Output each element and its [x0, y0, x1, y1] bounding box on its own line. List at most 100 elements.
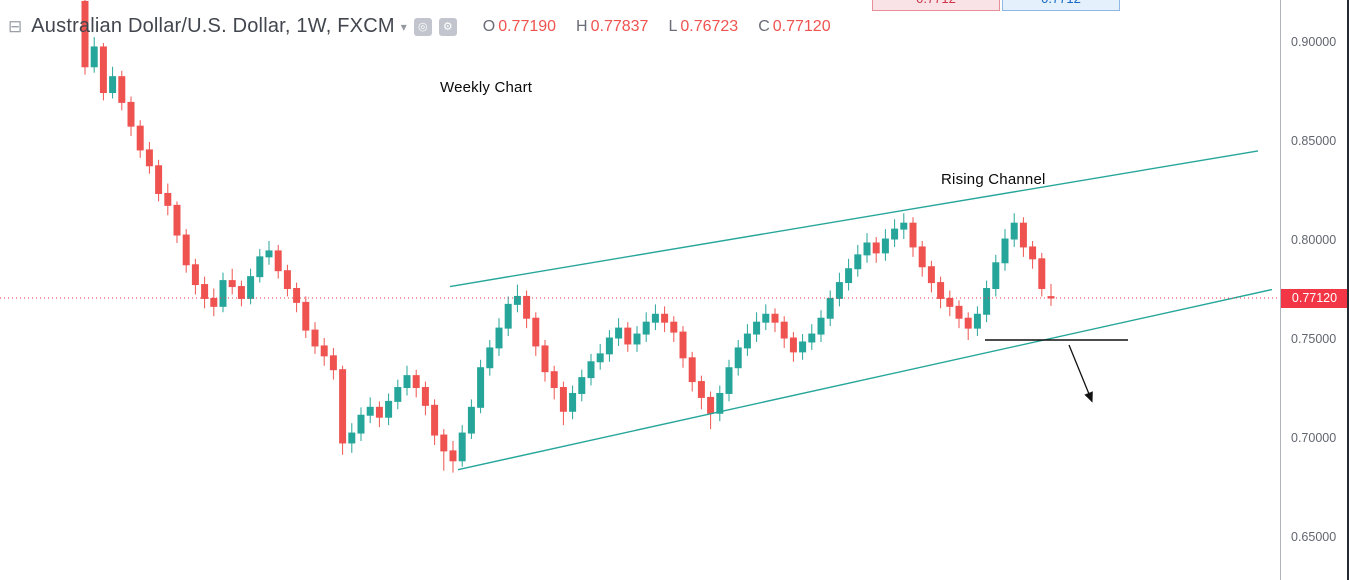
candle-body	[789, 337, 797, 353]
candle-body	[587, 361, 595, 379]
candle-body	[854, 254, 862, 270]
candle-body	[136, 125, 144, 151]
candle-body	[605, 337, 613, 355]
candle-body	[1047, 296, 1055, 299]
down-arrow[interactable]	[1068, 344, 1093, 403]
candle-body	[394, 387, 402, 402]
chart-legend: ⊟ Australian Dollar/U.S. Dollar, 1W, FXC…	[8, 15, 851, 38]
candle-body	[550, 371, 558, 389]
candle-body	[946, 297, 954, 307]
last-price-badge: 0.77120	[1281, 288, 1347, 308]
candlestick-chart[interactable]	[0, 0, 1280, 580]
open-value: 0.77190	[498, 17, 557, 35]
sell-price-value: 0.7712	[916, 0, 956, 6]
collapse-icon[interactable]: ⊟	[8, 17, 23, 36]
candle-body	[808, 333, 816, 343]
sell-price-box[interactable]: 0.7712	[872, 0, 1000, 11]
candle-body	[955, 305, 963, 319]
channel-lower-trendline[interactable]	[457, 288, 1273, 471]
candle-body	[624, 327, 632, 345]
candle-body	[440, 434, 448, 452]
candle-body	[633, 333, 641, 345]
weekly-chart-label[interactable]: Weekly Chart	[440, 79, 533, 96]
candle-body	[541, 345, 549, 373]
candle-body	[99, 46, 107, 93]
channel-upper-trendline[interactable]	[449, 150, 1259, 288]
candle-body	[504, 303, 512, 329]
candle-body	[670, 321, 678, 333]
candle-body	[486, 347, 494, 369]
settings-icon[interactable]: ⚙	[438, 17, 457, 36]
candle-body	[256, 256, 264, 278]
candle-body	[164, 192, 172, 206]
price-axis-label: 0.90000	[1291, 35, 1337, 49]
visibility-icon[interactable]: ◎	[413, 17, 432, 36]
candle-body	[688, 357, 696, 383]
chart-canvas[interactable]: ⊟ Australian Dollar/U.S. Dollar, 1W, FXC…	[0, 0, 1280, 580]
candle-body	[881, 238, 889, 254]
price-axis-label: 0.75000	[1291, 332, 1337, 346]
candle-body	[642, 321, 650, 335]
close-label: C	[758, 17, 770, 35]
price-axis[interactable]: 0.90000 0.85000 0.80000 0.75000 0.70000 0.650…	[1280, 0, 1347, 580]
candle-body	[302, 301, 310, 331]
candle-body	[532, 317, 540, 347]
candle-body	[964, 317, 972, 329]
candle-body	[403, 375, 411, 389]
candle-body	[983, 288, 991, 315]
candle-body	[219, 280, 227, 307]
candle-body	[293, 288, 301, 303]
candle-body	[909, 222, 917, 248]
candle-body	[155, 165, 163, 194]
buy-price-value: 0.7712	[1041, 0, 1081, 6]
open-label: O	[482, 17, 496, 35]
candle-body	[826, 297, 834, 319]
rising-channel-label[interactable]: Rising Channel	[941, 171, 1046, 188]
candle-body	[81, 0, 89, 68]
candle-body	[845, 268, 853, 284]
candle-body	[348, 432, 356, 444]
candle-body	[734, 347, 742, 369]
candle-body	[191, 264, 199, 286]
candle-body	[1001, 238, 1009, 264]
low-label: L	[668, 17, 678, 35]
candle-body	[366, 406, 374, 416]
candlestick-series	[81, 0, 1055, 473]
candle-body	[320, 345, 328, 357]
candle-body	[237, 286, 245, 299]
candle-body	[973, 313, 981, 329]
candle-body	[578, 377, 586, 394]
candle-body	[458, 432, 466, 462]
candle-body	[872, 242, 880, 254]
high-value: 0.77837	[590, 17, 649, 35]
price-axis-label: 0.85000	[1291, 134, 1337, 148]
candle-body	[1029, 246, 1037, 260]
candle-body	[1038, 258, 1046, 290]
candle-body	[127, 101, 135, 127]
candle-body	[523, 295, 531, 319]
candle-body	[513, 295, 521, 305]
candle-body	[477, 367, 485, 408]
candle-body	[891, 228, 899, 240]
chevron-down-icon[interactable]: ▾	[400, 19, 407, 34]
candle-body	[835, 282, 843, 299]
candle-body	[311, 329, 319, 347]
candle-body	[228, 280, 236, 288]
candle-body	[201, 284, 209, 299]
buy-price-box[interactable]: 0.7712	[1002, 0, 1120, 11]
candle-body	[109, 76, 117, 94]
candle-body	[817, 317, 825, 335]
candle-body	[927, 266, 935, 284]
candle-body	[385, 400, 393, 418]
candle-body	[900, 222, 908, 230]
candle-body	[274, 250, 282, 272]
candle-body	[329, 355, 337, 371]
candle-body	[753, 321, 761, 335]
candle-body	[467, 406, 475, 434]
candle-body	[559, 387, 567, 412]
candle-body	[247, 276, 255, 299]
candle-body	[569, 392, 577, 412]
symbol-title[interactable]: Australian Dollar/U.S. Dollar, 1W, FXCM	[31, 15, 395, 37]
candle-body	[210, 297, 218, 307]
candle-body	[863, 242, 871, 256]
